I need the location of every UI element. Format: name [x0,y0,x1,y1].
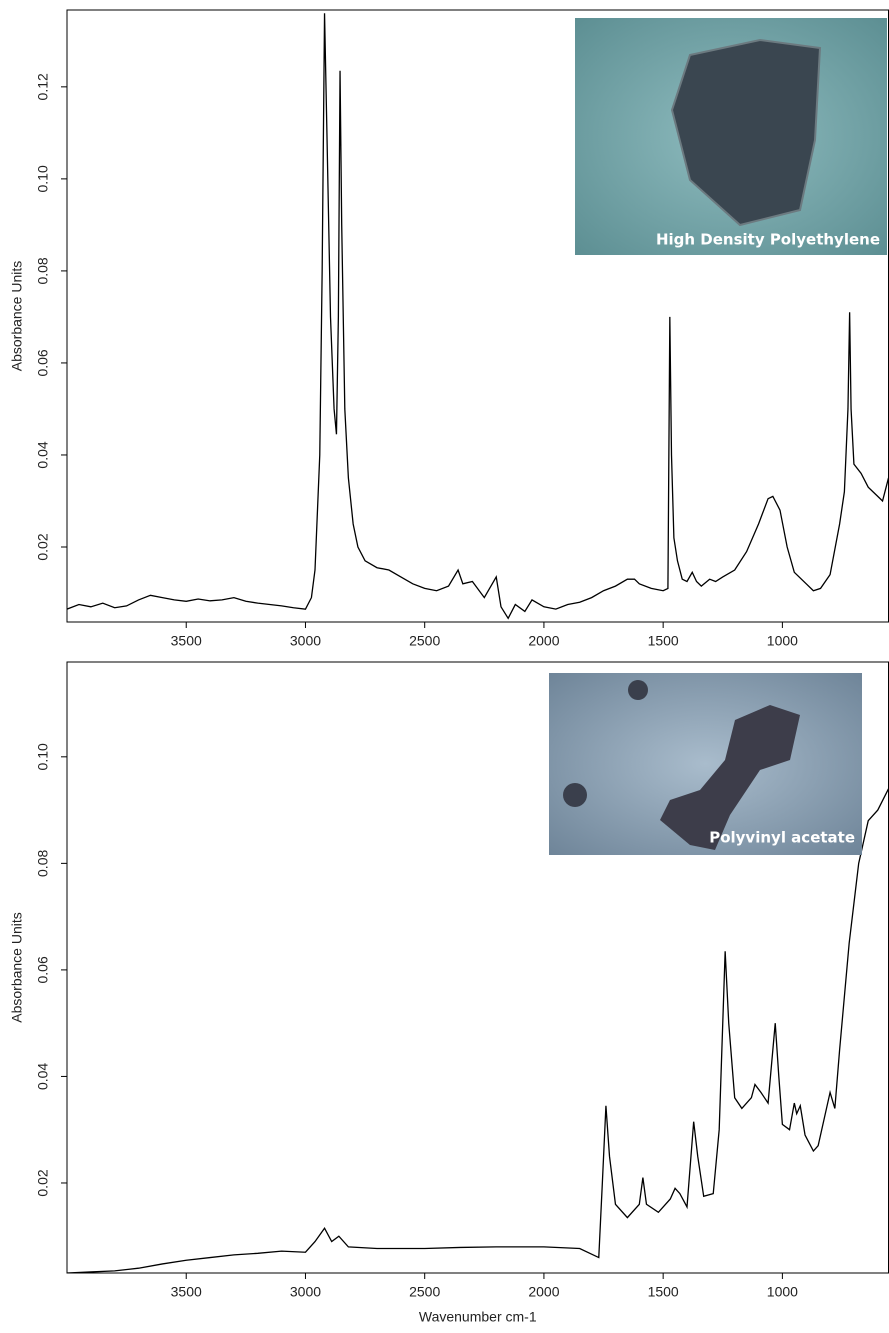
x-tick-label: 1000 [767,633,798,649]
y-tick-label: 0.02 [35,1169,51,1196]
x-tick-label: 1500 [648,633,679,649]
y-axis-label: Absorbance Units [9,261,25,372]
x-tick-label: 2000 [528,1284,559,1300]
x-tick-label: 1500 [648,1284,679,1300]
inset-label: Polyvinyl acetate [709,829,855,847]
inset-photo: Polyvinyl acetate [549,673,862,855]
y-tick-label: 0.08 [35,850,51,877]
photo-particle [670,38,822,227]
x-tick-label: 3000 [290,633,321,649]
x-tick-label: 1000 [767,1284,798,1300]
x-axis-label: Wavenumber cm-1 [419,1309,537,1325]
y-tick-label: 0.04 [35,1063,51,1090]
spectrum-line [67,788,889,1273]
inset-photo: High Density Polyethylene [575,18,887,255]
y-tick-label: 0.06 [35,349,51,376]
y-tick-label: 0.10 [35,743,51,770]
spectrum-line [67,13,889,620]
photo-particle [660,705,800,850]
x-tick-label: 3500 [171,633,202,649]
y-tick-label: 0.12 [35,73,51,100]
x-tick-label: 2500 [409,1284,440,1300]
x-tick-label: 3000 [290,1284,321,1300]
x-tick-label: 3500 [171,1284,202,1300]
y-axis-label: Absorbance Units [9,912,25,1023]
y-tick-label: 0.04 [35,441,51,468]
y-tick-label: 0.10 [35,165,51,192]
y-tick-label: 0.02 [35,533,51,560]
y-tick-label: 0.08 [35,257,51,284]
panel: 3500 3000 2500 2000 1500 1000 0.02 0.04 0.06 0.08… [9,661,889,1325]
y-tick-label: 0.06 [35,956,51,983]
x-tick-label: 2000 [528,633,559,649]
photo-particle [563,783,587,807]
x-tick-label: 2500 [409,633,440,649]
photo-particle [628,680,648,700]
inset-label: High Density Polyethylene [656,231,880,249]
